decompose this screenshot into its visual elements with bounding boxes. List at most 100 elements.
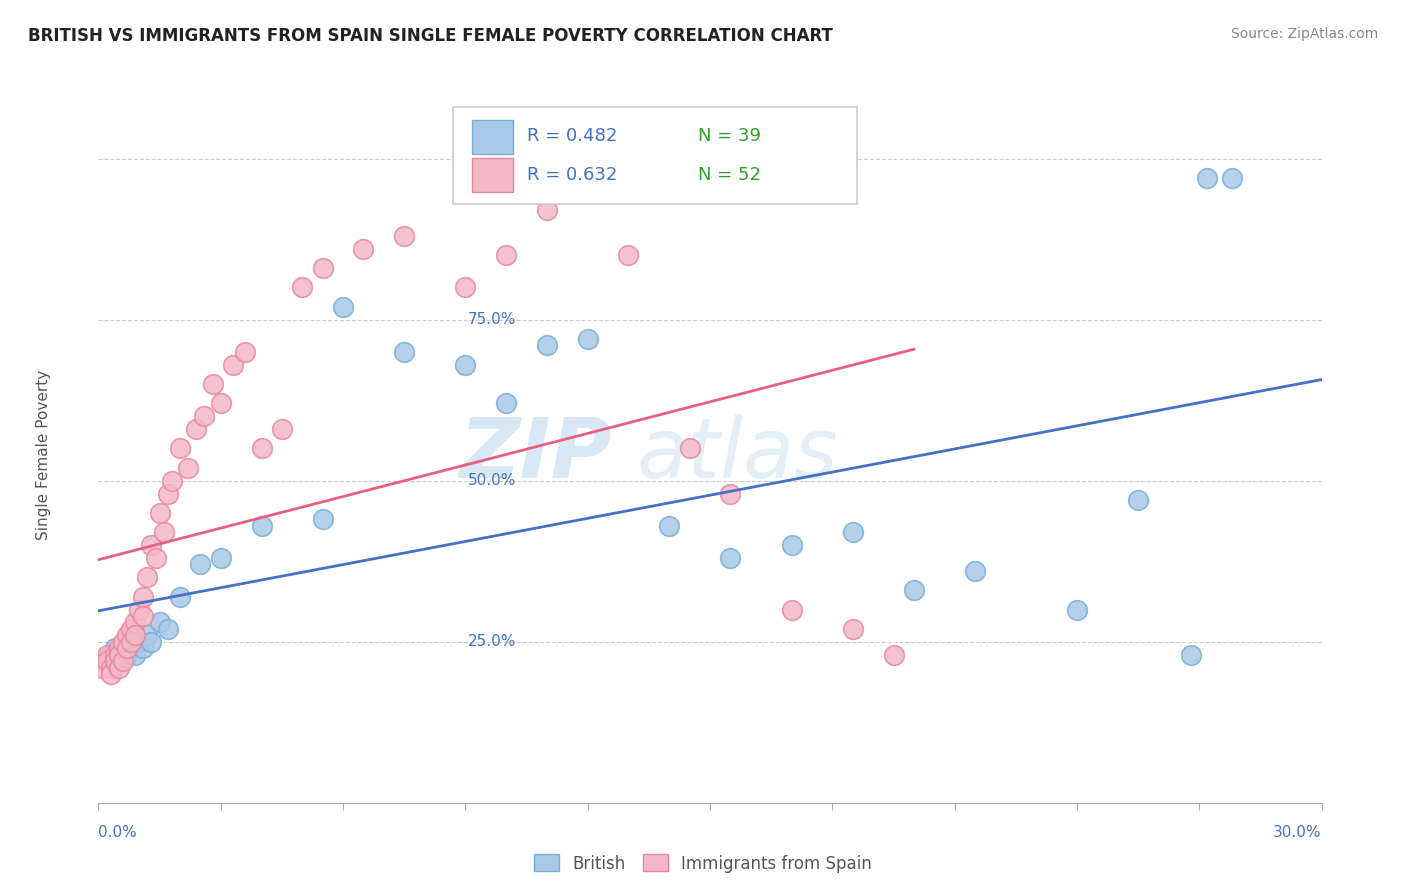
Point xyxy=(115,628,138,642)
Text: 30.0%: 30.0% xyxy=(1274,825,1322,840)
Point xyxy=(352,242,374,256)
Point xyxy=(201,377,224,392)
Point xyxy=(495,248,517,262)
Point xyxy=(1220,170,1243,185)
Point xyxy=(841,525,863,540)
Point xyxy=(132,641,155,656)
Point xyxy=(132,609,155,624)
Point xyxy=(186,422,208,436)
FancyBboxPatch shape xyxy=(453,107,856,204)
Legend: British, Immigrants from Spain: British, Immigrants from Spain xyxy=(527,847,879,880)
Point xyxy=(780,538,803,552)
Text: 75.0%: 75.0% xyxy=(468,312,516,327)
Point xyxy=(108,641,131,656)
Point xyxy=(108,654,131,668)
Point xyxy=(149,506,172,520)
Point xyxy=(100,648,122,662)
Point xyxy=(658,518,681,533)
Text: R = 0.482: R = 0.482 xyxy=(526,128,617,145)
Point xyxy=(193,409,215,424)
Point xyxy=(108,648,131,662)
Point xyxy=(104,648,127,662)
Point xyxy=(136,570,159,584)
Point xyxy=(132,590,155,604)
Point xyxy=(141,634,163,648)
Text: R = 0.632: R = 0.632 xyxy=(526,166,617,184)
Point xyxy=(780,602,803,616)
Point xyxy=(177,460,200,475)
Point xyxy=(965,564,987,578)
Point xyxy=(96,654,118,668)
Point xyxy=(100,660,122,674)
Point xyxy=(718,551,742,566)
Point xyxy=(576,332,599,346)
Point xyxy=(392,344,416,359)
Point xyxy=(903,583,925,598)
Point xyxy=(136,628,159,642)
Point xyxy=(141,538,163,552)
Point xyxy=(152,525,174,540)
Point xyxy=(1197,170,1219,185)
Point xyxy=(1128,493,1150,508)
Point xyxy=(120,641,142,656)
Point xyxy=(100,654,122,668)
Point xyxy=(250,442,273,456)
Point xyxy=(115,641,138,656)
Point xyxy=(617,248,640,262)
Point xyxy=(169,590,191,604)
Point xyxy=(883,648,905,662)
Point xyxy=(1066,602,1088,616)
Point xyxy=(312,512,335,526)
Point xyxy=(124,615,146,630)
Text: 50.0%: 50.0% xyxy=(468,473,516,488)
Point xyxy=(91,660,114,674)
Point xyxy=(312,261,335,276)
Text: N = 52: N = 52 xyxy=(697,166,761,184)
Point xyxy=(841,622,863,636)
Point xyxy=(91,654,114,668)
Point xyxy=(100,667,122,681)
Point xyxy=(536,338,558,352)
Point xyxy=(222,358,245,372)
Point xyxy=(291,280,314,294)
Point xyxy=(679,442,702,456)
Point xyxy=(156,486,179,500)
Text: BRITISH VS IMMIGRANTS FROM SPAIN SINGLE FEMALE POVERTY CORRELATION CHART: BRITISH VS IMMIGRANTS FROM SPAIN SINGLE … xyxy=(28,27,832,45)
Point xyxy=(209,396,232,410)
Point xyxy=(160,474,183,488)
FancyBboxPatch shape xyxy=(471,120,513,153)
Point xyxy=(454,280,477,294)
Text: N = 39: N = 39 xyxy=(697,128,761,145)
Point xyxy=(392,228,416,243)
Point xyxy=(96,648,118,662)
Point xyxy=(1180,648,1202,662)
Point xyxy=(332,300,354,314)
Point xyxy=(120,634,142,648)
Point xyxy=(188,558,212,572)
Point xyxy=(495,396,517,410)
Point xyxy=(104,654,127,668)
Point xyxy=(111,641,134,656)
Point xyxy=(233,344,256,359)
Point xyxy=(145,551,167,566)
Text: 100.0%: 100.0% xyxy=(468,151,526,166)
Point xyxy=(128,634,150,648)
Point xyxy=(250,518,273,533)
Point xyxy=(124,628,146,642)
Point xyxy=(120,622,142,636)
Text: Single Female Poverty: Single Female Poverty xyxy=(37,370,51,540)
FancyBboxPatch shape xyxy=(471,158,513,192)
Point xyxy=(128,602,150,616)
Point xyxy=(111,654,134,668)
Point xyxy=(536,203,558,218)
Text: 25.0%: 25.0% xyxy=(468,634,516,649)
Point xyxy=(111,634,134,648)
Point xyxy=(104,641,127,656)
Point xyxy=(169,442,191,456)
Point xyxy=(149,615,172,630)
Point xyxy=(115,648,138,662)
Text: Source: ZipAtlas.com: Source: ZipAtlas.com xyxy=(1230,27,1378,41)
Point xyxy=(454,358,477,372)
Point xyxy=(718,486,742,500)
Point xyxy=(270,422,294,436)
